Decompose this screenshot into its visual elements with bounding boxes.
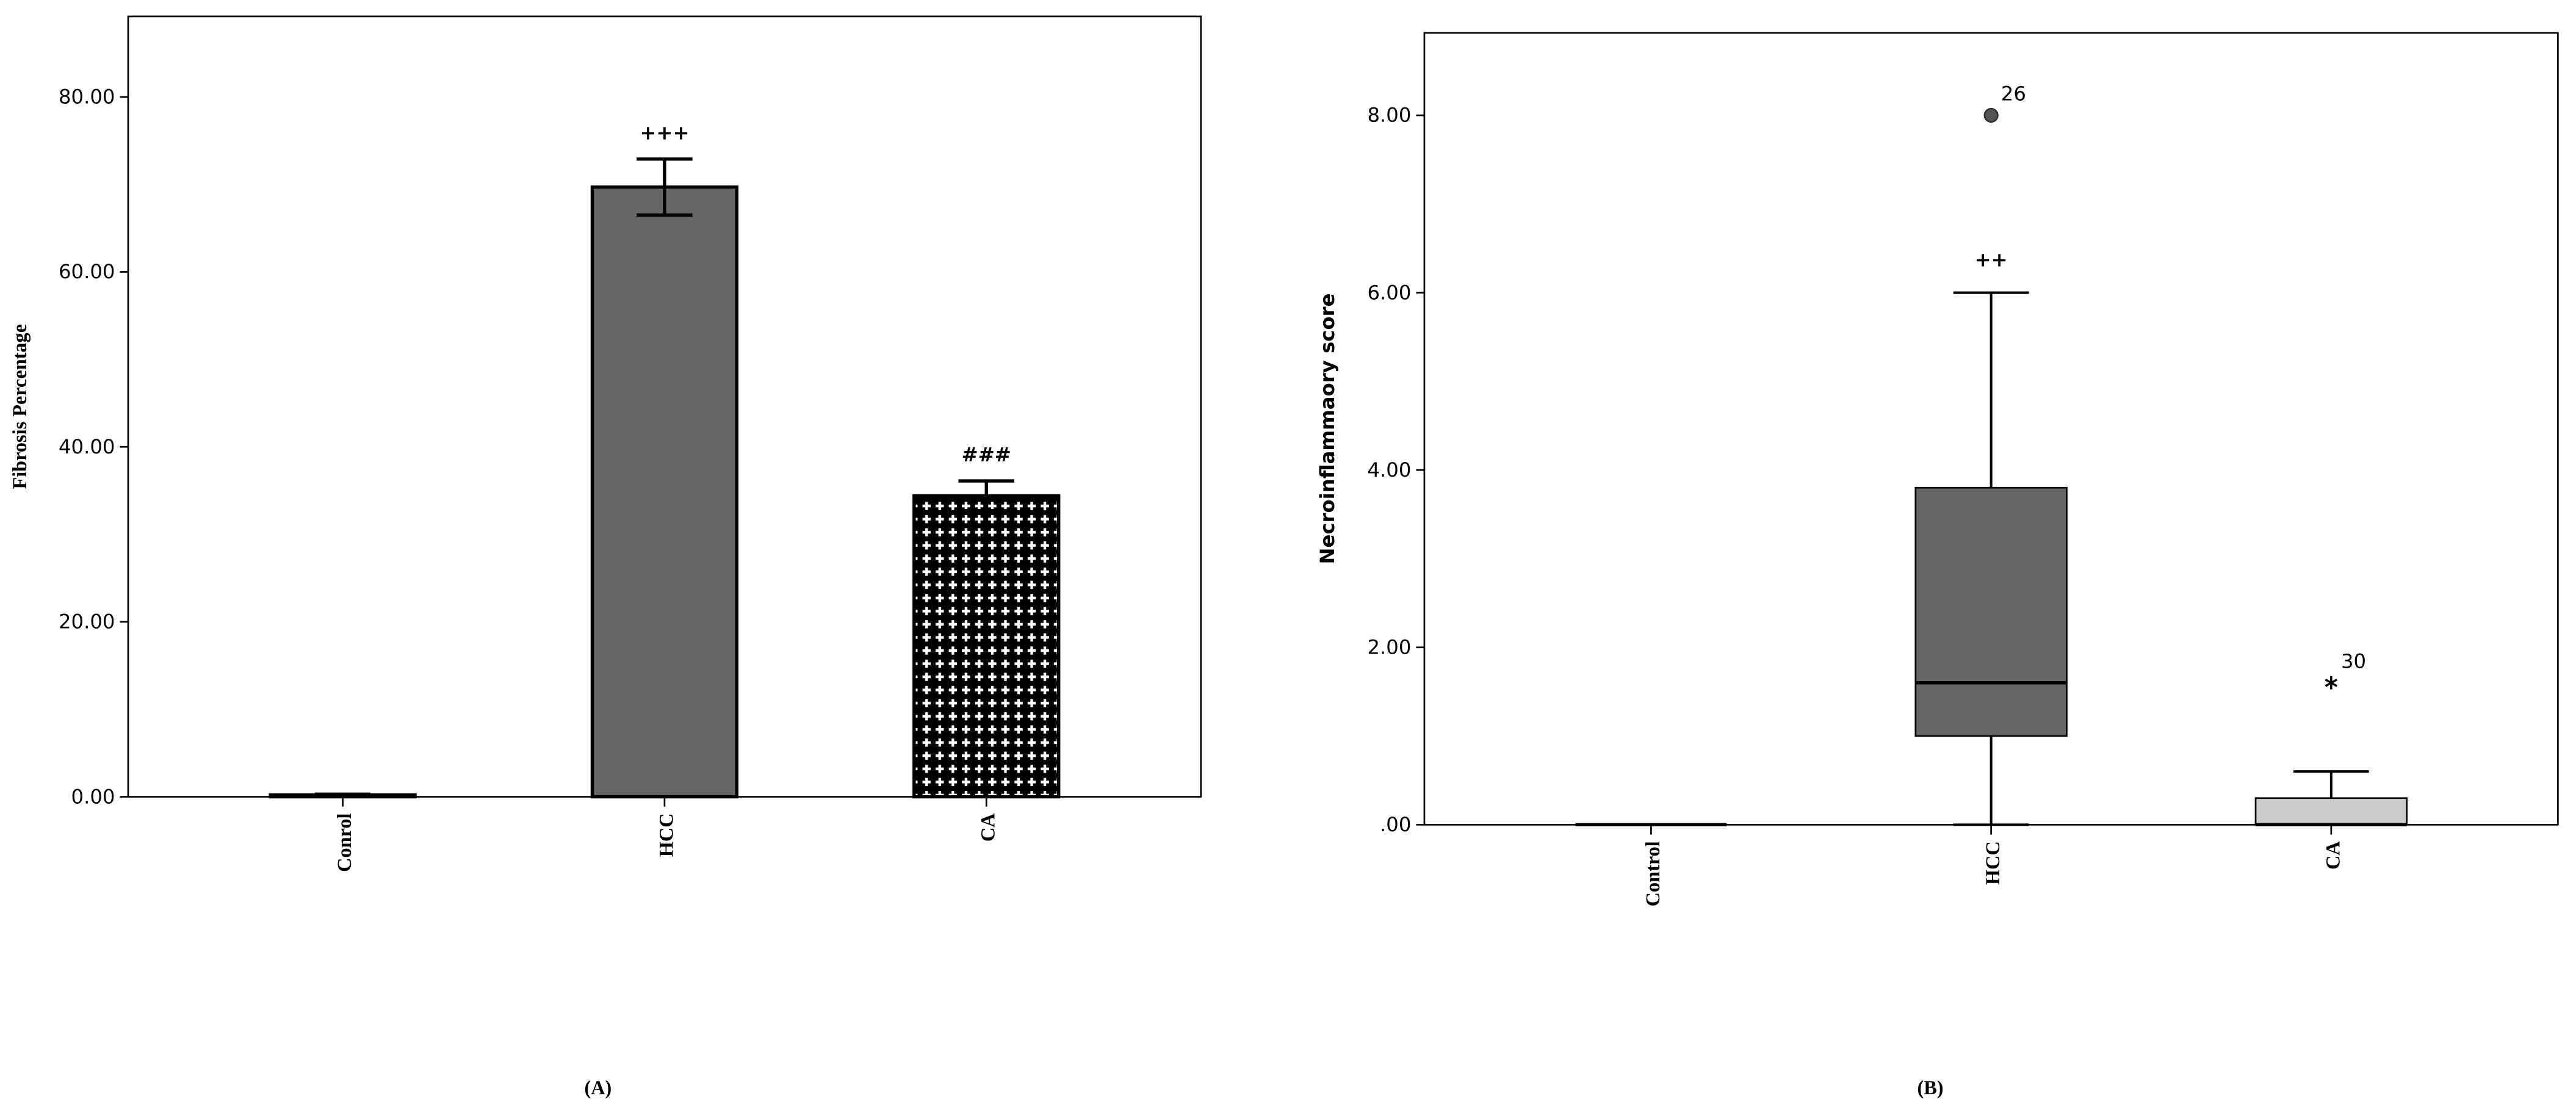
y-axis-title: Necroinflammaory score	[1316, 294, 1339, 565]
x-tick-label: HCC	[655, 813, 677, 857]
y-tick-label: 20.00	[59, 610, 115, 633]
annotation: +++	[640, 121, 689, 144]
x-tick-label: CA	[977, 813, 999, 842]
extreme-outlier	[2325, 676, 2338, 690]
y-tick-label: 60.00	[59, 260, 115, 283]
y-tick-label: 4.00	[1367, 458, 1411, 482]
y-tick-label: 6.00	[1367, 281, 1411, 304]
panel-label: (B)	[1918, 1077, 1944, 1099]
y-tick-label: 2.00	[1367, 636, 1411, 659]
annotation: ###	[962, 443, 1011, 466]
outlier	[1983, 107, 1999, 123]
x-tick-label: CA	[2322, 841, 2343, 870]
x-tick-label: HCC	[1982, 841, 2004, 885]
error-bar	[958, 479, 1015, 513]
box	[1914, 486, 2068, 737]
y-tick-label: 0.00	[71, 785, 115, 808]
box	[2254, 797, 2408, 826]
error-bar	[637, 157, 693, 217]
error-bar	[314, 792, 371, 798]
outlier-label: 26	[2001, 82, 2026, 106]
y-tick-label: .00	[1380, 813, 1411, 836]
bar	[590, 185, 739, 799]
bar	[912, 494, 1061, 799]
y-tick-label: 80.00	[59, 85, 115, 109]
y-tick-label: 8.00	[1367, 104, 1411, 127]
x-tick-label: Control	[1642, 841, 1664, 906]
y-axis-title: Fibrosis Percentage	[9, 324, 31, 489]
outlier-label: 30	[2341, 650, 2366, 673]
y-tick-label: 40.00	[59, 435, 115, 458]
panel-label: (A)	[584, 1077, 612, 1099]
annotation: ++	[1975, 248, 2008, 271]
x-tick-label: Conrol	[333, 813, 355, 871]
